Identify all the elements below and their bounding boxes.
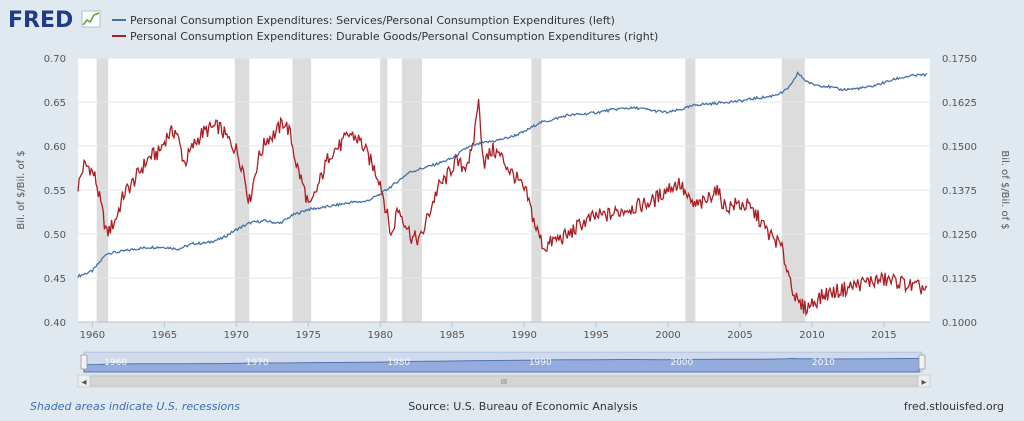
x-tick-label: 1990 (511, 330, 536, 341)
navigator-handle-left[interactable] (80, 354, 88, 370)
legend-label-services: Personal Consumption Expenditures: Servi… (130, 14, 615, 27)
fred-logo-text: FRED (8, 8, 73, 33)
navigator-area (83, 357, 920, 373)
y-left-tick-label: 0.70 (44, 54, 66, 65)
scrollbar-grip-icon[interactable]: III (501, 378, 507, 386)
x-tick-label: 2015 (871, 330, 896, 341)
navigator-label: 2000 (670, 358, 693, 368)
series-line-services (77, 71, 928, 278)
x-tick-label: 1975 (296, 330, 321, 341)
y-right-tick-label: 0.1625 (942, 98, 977, 109)
y-right-tick-label: 0.1000 (942, 318, 977, 329)
navigator-label: 2010 (812, 358, 835, 368)
navigator-selection[interactable] (84, 352, 922, 372)
navigator-handle-right[interactable] (918, 354, 926, 370)
x-tick-label: 1970 (224, 330, 249, 341)
y-left-tick-label: 0.60 (44, 142, 66, 153)
fred-logo: FRED (8, 8, 101, 33)
navigator-label: 1960 (104, 358, 127, 368)
y-axis-right-title: Bil. of $/Bil. of $ (999, 150, 1010, 229)
navigator-label: 1970 (246, 358, 269, 368)
series-line-durables (77, 99, 928, 317)
x-tick-label: 2000 (655, 330, 680, 341)
x-tick-label: 1980 (368, 330, 393, 341)
scroll-right-icon[interactable]: ▸ (921, 377, 926, 388)
x-tick-label: 2005 (727, 330, 752, 341)
legend: Personal Consumption Expenditures: Servi… (112, 14, 658, 43)
y-right-tick-label: 0.1125 (942, 274, 977, 285)
series-lines (77, 71, 928, 317)
scroll-left-icon[interactable]: ◂ (81, 377, 86, 388)
x-tick-label: 1960 (80, 330, 105, 341)
y-right-tick-label: 0.1250 (942, 230, 977, 241)
x-tick-label: 1995 (583, 330, 608, 341)
recession-note: Shaded areas indicate U.S. recessions (30, 400, 240, 413)
y-axis-left-title: Bil. of $/Bil. of $ (16, 150, 27, 229)
y-left-tick-label: 0.55 (44, 186, 66, 197)
x-tick-label: 2010 (799, 330, 824, 341)
navigator-label: 1990 (529, 358, 552, 368)
axes: 0.40 0.45 0.50 0.55 0.60 0.65 0.70 0.1000 0.1125… (44, 54, 977, 341)
fred-logo-graph-line (82, 12, 100, 26)
y-left-tick-label: 0.45 (44, 274, 66, 285)
y-left-tick-label: 0.50 (44, 230, 66, 241)
navigator-label: 1980 (387, 358, 410, 368)
y-right-tick-label: 0.1375 (942, 186, 977, 197)
source-credit: Source: U.S. Bureau of Economic Analysis (408, 400, 638, 413)
y-right-tick-label: 0.1750 (942, 54, 977, 65)
scrollbar-thumb[interactable] (89, 375, 919, 387)
x-tick-label: 1985 (439, 330, 464, 341)
legend-label-durables: Personal Consumption Expenditures: Durab… (130, 30, 658, 43)
y-right-tick-label: 0.1500 (942, 142, 977, 153)
y-left-tick-label: 0.65 (44, 98, 66, 109)
y-left-tick-label: 0.40 (44, 318, 66, 329)
range-navigator[interactable]: 1960 1970 1980 1990 2000 2010 ◂ ▸ III (77, 351, 931, 388)
site-link[interactable]: fred.stlouisfed.org (904, 400, 1004, 413)
x-tick-label: 1965 (152, 330, 177, 341)
